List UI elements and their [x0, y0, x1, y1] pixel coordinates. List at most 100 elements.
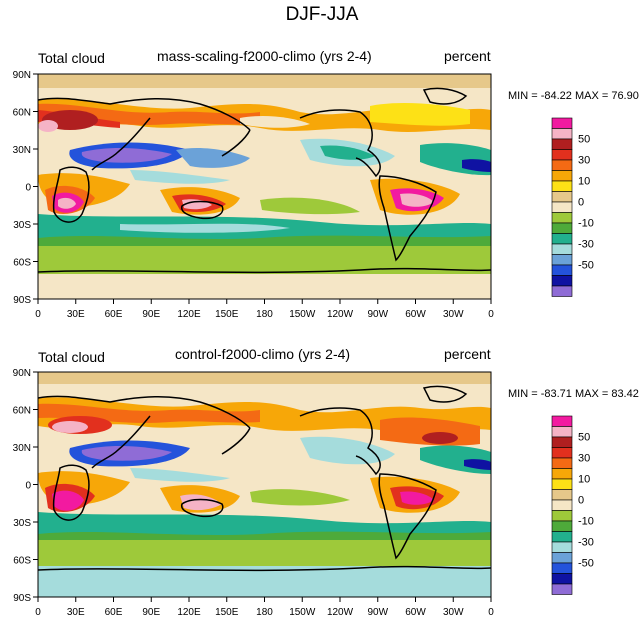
panel1-colorbar-box	[551, 233, 573, 245]
panel1-colorbar-box	[551, 212, 573, 224]
panel2-lon-label: 120E	[177, 607, 201, 618]
panel2-lon-label: 90W	[367, 607, 388, 618]
panel1-colorbar-label: -10	[578, 218, 594, 230]
panel2-colorbar-box	[551, 447, 573, 459]
panel2-colorbar-box	[551, 552, 573, 564]
panel2-lon-label: 120W	[327, 607, 354, 618]
panel2-colorbar-box	[551, 457, 573, 469]
panel1-colorbar-box	[551, 170, 573, 182]
panel1-colorbar-box	[551, 254, 573, 266]
panel2-lon-label: 0	[488, 607, 494, 618]
panel2-map: 90N 60N 30N 0 30S 60S 90S 0 30E 60E 90E 120E 150E 180…	[13, 368, 495, 618]
panel2-lat-label: 60S	[13, 556, 31, 567]
panel2-colorbar-box	[551, 489, 573, 501]
panel1-colorbar-box	[551, 275, 573, 287]
panel1-colorbar-box	[551, 117, 573, 129]
panel2-lon-label: 180	[256, 607, 273, 618]
panel1-colorbar-box	[551, 243, 573, 255]
panel1-lon-label: 0	[35, 309, 41, 320]
panel2-colorbar-box	[551, 478, 573, 490]
panel2-colorbar: 50 30 10 0 -10 -30 -50	[551, 415, 594, 595]
panel2-lat-label: 0	[25, 481, 31, 492]
panel1-case-title: mass-scaling-f2000-climo (yrs 2-4)	[157, 48, 372, 64]
panel2-colorbar-label: 50	[578, 432, 590, 444]
panel2-colorbar-label: -10	[578, 516, 594, 528]
panel1-units-label: percent	[444, 48, 491, 64]
panel2-colorbar-label: 30	[578, 453, 590, 465]
panel1-colorbar-label: 30	[578, 155, 590, 167]
panel1-colorbar-label: -50	[578, 260, 594, 272]
panel2-lon-label: 30W	[443, 607, 464, 618]
panel1-lat-label: 30S	[13, 220, 31, 231]
panel2-colorbar-box	[551, 499, 573, 511]
panel2-colorbar-box	[551, 583, 573, 595]
panel1-lat-label: 0	[25, 183, 31, 194]
panel1-colorbar-box	[551, 222, 573, 234]
panel1-minmax: MIN = -84.22 MAX = 76.90	[508, 90, 639, 102]
panel1-colorbar-label: -30	[578, 239, 594, 251]
panel1-lat-label: 60S	[13, 258, 31, 269]
panel2-case-title: control-f2000-climo (yrs 2-4)	[175, 346, 351, 362]
panel1-colorbar-box	[551, 138, 573, 150]
panel2-variable-label: Total cloud	[38, 349, 105, 365]
panel1-lon-label: 120W	[327, 309, 354, 320]
panel1-max-value: MAX = 76.90	[574, 90, 639, 102]
panel1-colorbar-label: 50	[578, 134, 590, 146]
panel2-colorbar-box	[551, 426, 573, 438]
panel1-min-value: MIN = -84.22	[508, 90, 572, 102]
panel2-units-label: percent	[444, 346, 491, 362]
panel1-colorbar: 50 30 10 0 -10 -30 -50	[551, 117, 594, 297]
panel2-lon-label: 60W	[405, 607, 426, 618]
panel2-lon-label: 0	[35, 607, 41, 618]
panel2-lon-label: 90E	[142, 607, 160, 618]
panel1-colorbar-box	[551, 264, 573, 276]
panel1-colorbar-box	[551, 285, 573, 297]
panel2-minmax: MIN = -83.71 MAX = 83.42	[508, 388, 639, 400]
panel2-lat-label: 90S	[13, 593, 31, 604]
panel1-lon-label: 60E	[105, 309, 123, 320]
panel1-lon-label: 90W	[367, 309, 388, 320]
panel1-contour-fill	[38, 74, 491, 299]
panel1-lat-label: 90S	[13, 295, 31, 306]
panel2-colorbar-box	[551, 468, 573, 480]
panel2-lat-label: 30S	[13, 518, 31, 529]
panel1-lon-label: 90E	[142, 309, 160, 320]
panel1-lon-label: 120E	[177, 309, 201, 320]
panel1-lon-label: 180	[256, 309, 273, 320]
panel1-colorbar-box	[551, 159, 573, 171]
panel2-colorbar-box	[551, 573, 573, 585]
panel1-colorbar-box	[551, 149, 573, 161]
panel1-lon-label: 30W	[443, 309, 464, 320]
panel2-colorbar-box	[551, 520, 573, 532]
panel2-coastlines	[38, 385, 491, 572]
panel2-colorbar-box	[551, 415, 573, 427]
panel2-colorbar-label: 0	[578, 495, 584, 507]
panel1-lon-label: 150E	[215, 309, 239, 320]
panel1-lat-label: 90N	[13, 70, 31, 81]
panel2-min-value: MIN = -83.71	[508, 388, 572, 400]
panel2-max-value: MAX = 83.42	[574, 388, 639, 400]
panel1-lat-label: 60N	[13, 108, 31, 119]
panel1-variable-label: Total cloud	[38, 50, 105, 66]
panel1-colorbar-box	[551, 201, 573, 213]
panel1-lat-label: 30N	[13, 145, 31, 156]
panel2-colorbar-box	[551, 531, 573, 543]
panel1-lon-label: 0	[488, 309, 494, 320]
panel2-colorbar-box	[551, 436, 573, 448]
panel1-colorbar-box	[551, 180, 573, 192]
panel1-map: 90N 60N 30N 0 30S 60S 90S 0 30E 60E 90E 120E 150E 180…	[13, 70, 495, 320]
panel2-colorbar-label: 10	[578, 474, 590, 486]
panel2-contour-fill	[38, 372, 491, 597]
panel1-colorbar-box	[551, 128, 573, 140]
panel1-colorbar-box	[551, 191, 573, 203]
panel1-colorbar-label: 10	[578, 176, 590, 188]
panel1-lon-label: 150W	[289, 309, 316, 320]
panel1-lon-label: 30E	[67, 309, 85, 320]
panel2-colorbar-box	[551, 510, 573, 522]
panel2-lon-label: 150E	[215, 607, 239, 618]
panel2-lat-label: 30N	[13, 443, 31, 454]
panel2-lat-label: 60N	[13, 406, 31, 417]
figure-title: DJF-JJA	[285, 4, 359, 25]
panel2-colorbar-label: -30	[578, 537, 594, 549]
